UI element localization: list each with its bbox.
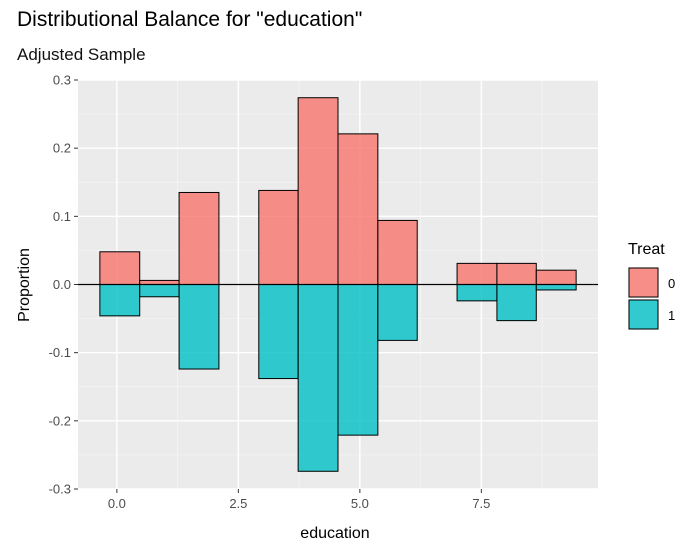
legend-key-0 <box>628 267 659 298</box>
x-tick-label: 7.5 <box>472 496 490 511</box>
bar-treat-0 <box>258 189 299 285</box>
bar-treat-1 <box>377 284 418 341</box>
y-axis-title: Proportion <box>16 248 33 322</box>
bar-treat-1 <box>337 284 379 436</box>
legend-key-1 <box>628 299 659 330</box>
y-tick-label: 0.1 <box>53 209 71 224</box>
bar-treat-0 <box>178 191 220 286</box>
y-tick-label: 0.2 <box>53 141 71 156</box>
legend-label-1: 1 <box>668 308 675 323</box>
y-tick-label: -0.2 <box>49 413 71 428</box>
bar-treat-1 <box>535 284 577 291</box>
bar-treat-1 <box>178 284 220 370</box>
y-tick-label: -0.1 <box>49 345 71 360</box>
y-tick-label: 0.3 <box>53 73 71 88</box>
x-axis: 0.0 2.5 5.0 7.5 <box>108 489 490 511</box>
bar-treat-1 <box>456 284 498 302</box>
bar-treat-1 <box>297 284 339 472</box>
bar-treat-0 <box>377 219 418 286</box>
bar-treat-0 <box>456 262 498 286</box>
legend-entries: 01 <box>628 267 675 330</box>
chart-subtitle: Adjusted Sample <box>17 45 146 64</box>
y-axis: 0.3 0.2 0.1 0.0 -0.1 -0.2 -0.3 <box>49 73 78 497</box>
x-tick-label: 0.0 <box>108 496 126 511</box>
legend: Treat 01 <box>628 241 675 330</box>
legend-label-0: 0 <box>668 276 675 291</box>
bar-treat-0 <box>337 133 379 285</box>
bar-treat-0 <box>496 262 537 286</box>
bar-treat-1 <box>258 284 299 380</box>
bar-treat-0 <box>535 269 577 285</box>
bar-treat-1 <box>139 284 180 298</box>
x-tick-label: 5.0 <box>351 496 369 511</box>
bar-treat-0 <box>99 251 141 285</box>
x-tick-label: 2.5 <box>229 496 247 511</box>
y-tick-label: 0.0 <box>53 277 71 292</box>
legend-title: Treat <box>628 241 665 258</box>
bar-treat-1 <box>99 284 141 317</box>
chart-title: Distributional Balance for "education" <box>17 8 363 31</box>
bar-treat-0 <box>297 97 339 286</box>
y-tick-label: -0.3 <box>49 482 71 497</box>
x-axis-title: education <box>300 525 369 542</box>
bars <box>99 97 577 472</box>
bar-treat-1 <box>496 284 537 322</box>
